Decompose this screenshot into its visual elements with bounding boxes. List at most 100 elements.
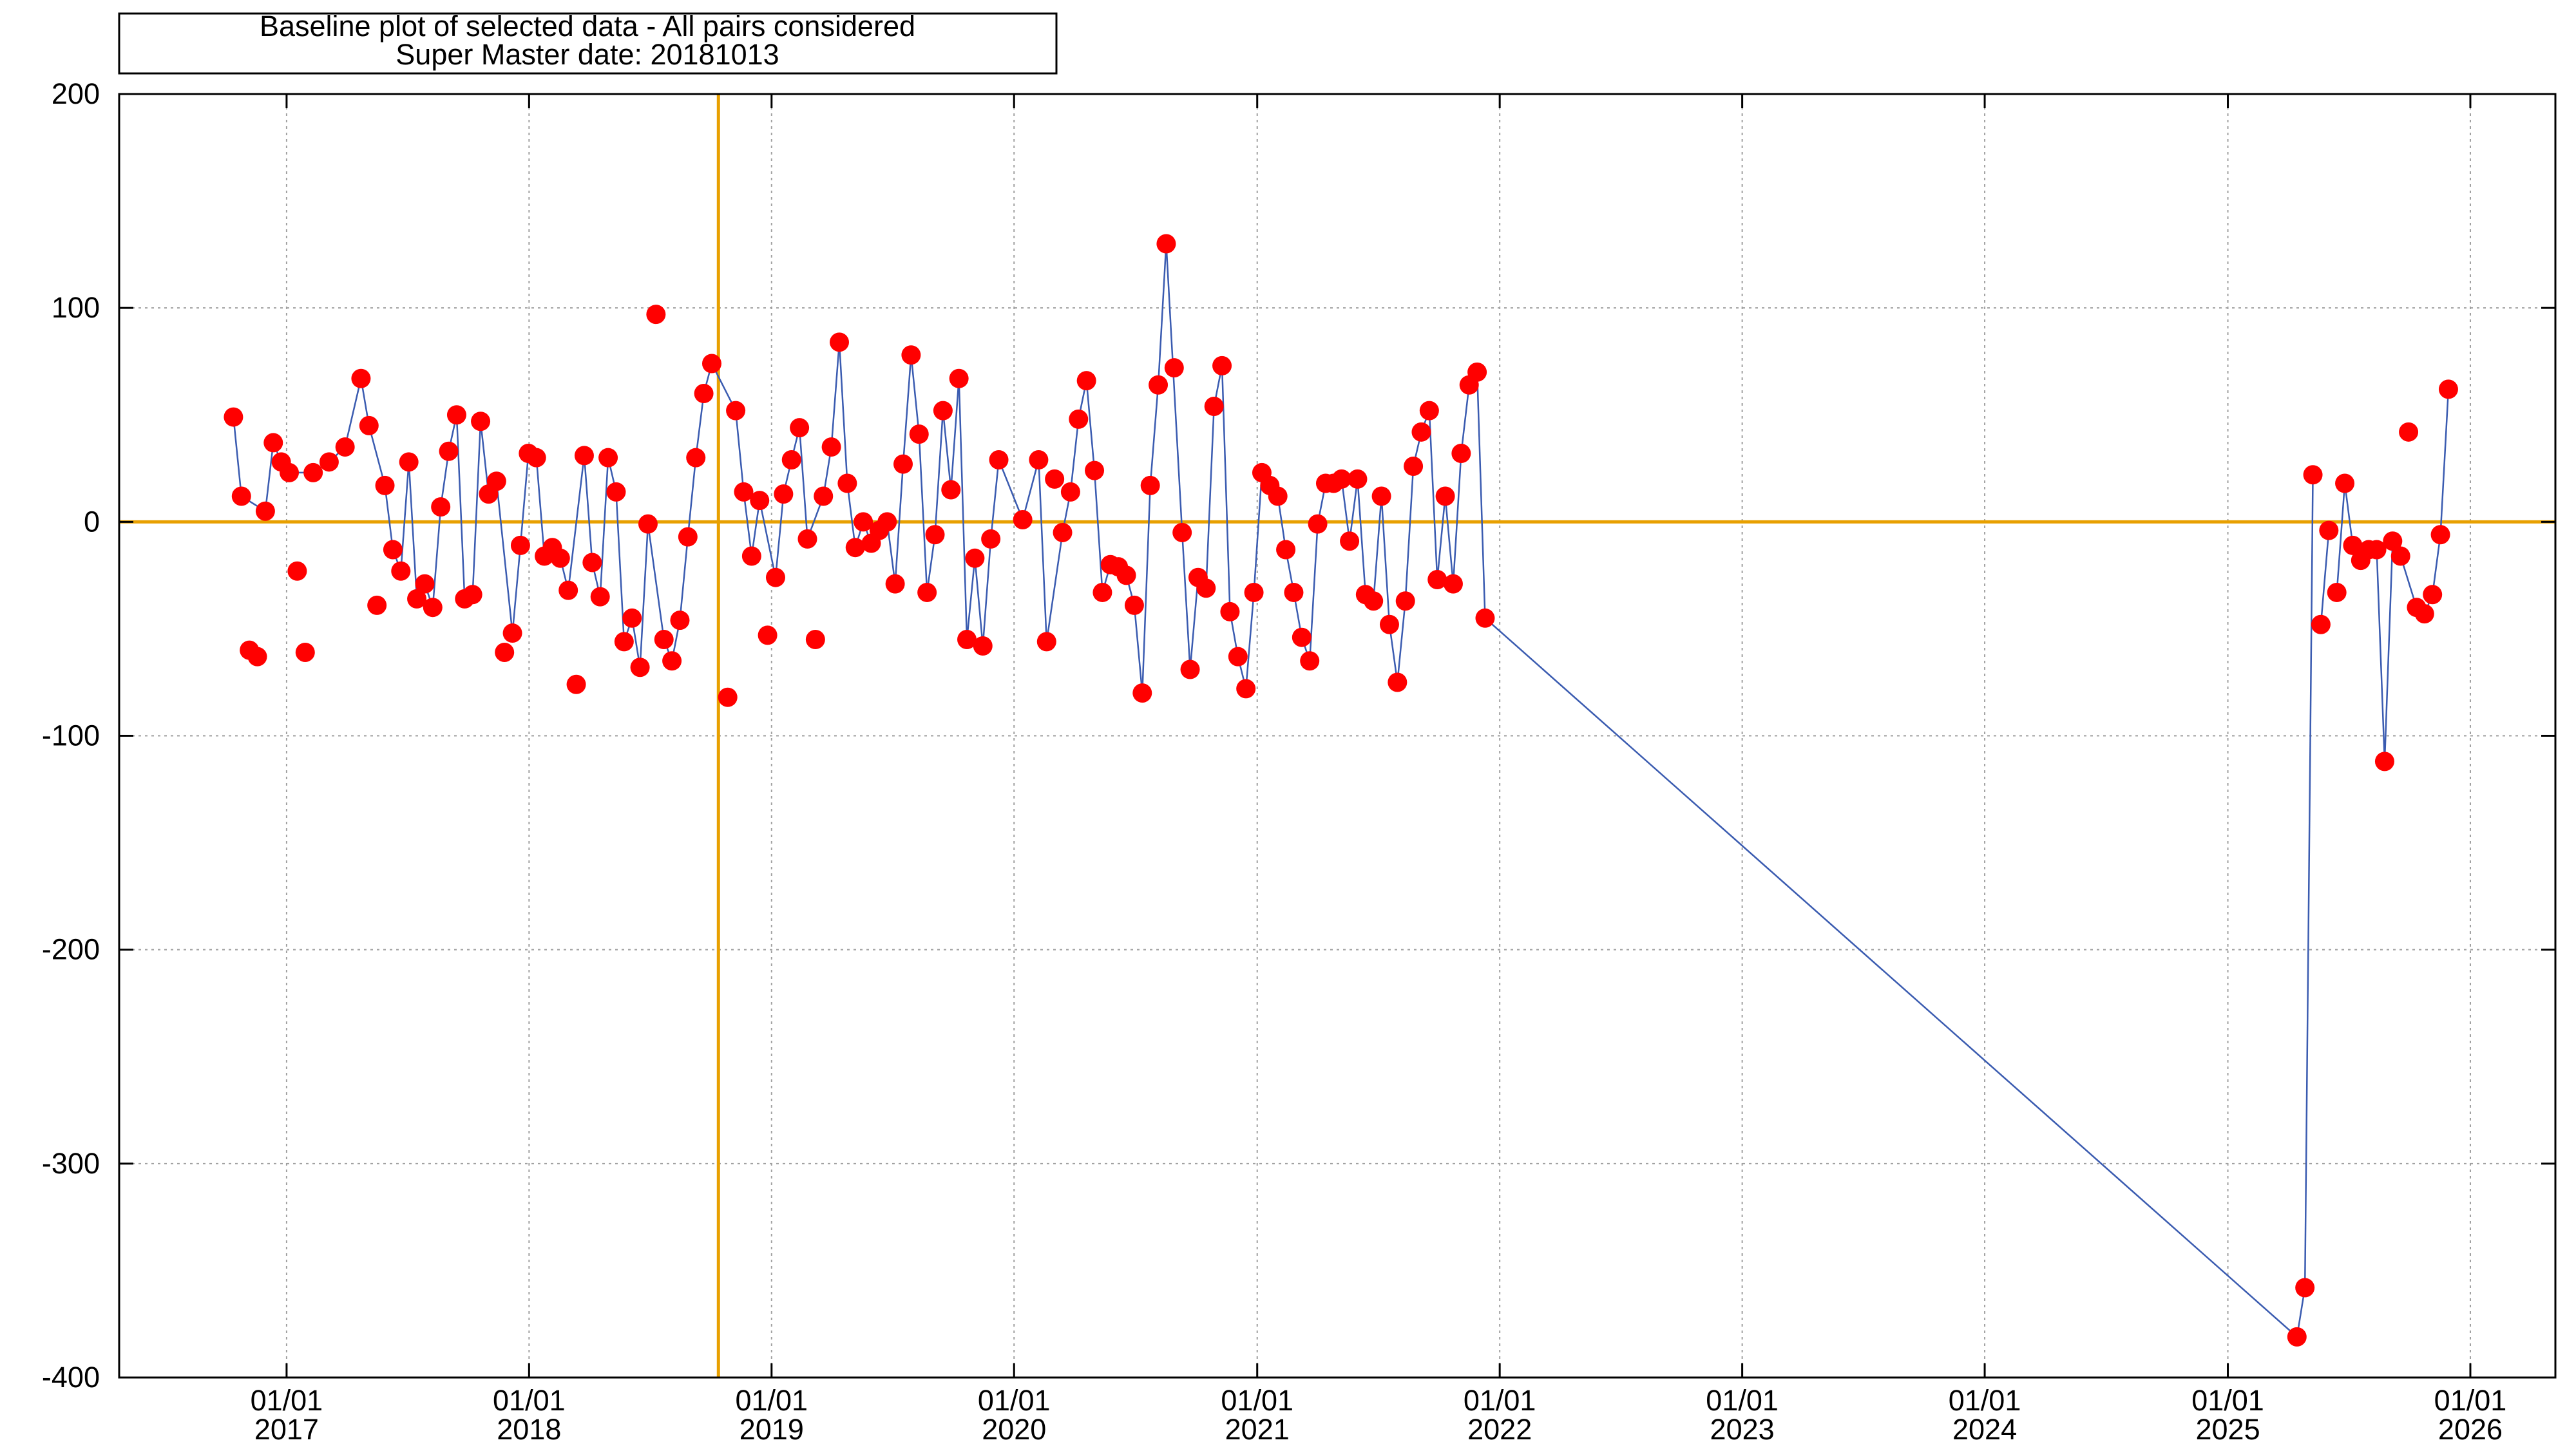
baseline-connection	[926, 535, 935, 593]
acquisition-point	[1116, 565, 1136, 585]
acquisition-point	[2399, 422, 2419, 442]
acquisition-point	[303, 462, 323, 482]
baseline-connection	[950, 379, 959, 490]
x-tick-year: 2020	[982, 1413, 1046, 1446]
baseline-connection	[910, 355, 919, 434]
acquisition-point	[582, 553, 602, 573]
acquisition-point	[1085, 460, 1105, 480]
baseline-connection	[1245, 592, 1254, 689]
x-tick-label: 01/01	[1949, 1384, 2021, 1417]
baseline-connection	[1038, 459, 1046, 641]
baseline-connection	[1085, 380, 1094, 471]
baseline-connection	[1404, 466, 1413, 601]
y-tick-label: -200	[42, 933, 100, 966]
acquisition-point	[1140, 475, 1160, 495]
acquisition-point	[925, 525, 945, 545]
acquisition-point	[718, 687, 738, 707]
baseline-connection	[734, 410, 743, 492]
y-tick-label: -400	[42, 1361, 100, 1394]
acquisition-point	[1180, 659, 1200, 679]
baseline-connection	[2320, 531, 2329, 625]
baseline-connection	[1428, 410, 1437, 580]
acquisition-point	[231, 486, 251, 506]
acquisition-point	[1292, 627, 1312, 647]
acquisition-point	[1300, 651, 1320, 671]
baseline-connection	[511, 545, 520, 634]
acquisition-point	[2343, 535, 2363, 555]
acquisition-point	[550, 548, 570, 568]
baseline-connection	[368, 425, 385, 486]
acquisition-point	[351, 368, 371, 388]
acquisition-point	[287, 561, 307, 581]
baseline-connection	[1460, 385, 1469, 454]
baseline-connection	[2376, 549, 2385, 762]
baseline-connection	[1452, 453, 1461, 584]
baseline-connection	[344, 379, 361, 448]
acquisition-point	[1276, 540, 1296, 560]
acquisition-point	[1029, 450, 1049, 470]
reference-lines	[119, 94, 2555, 1378]
baseline-connection	[989, 460, 998, 540]
y-axis: 200 100 0 -100 -200 -300 -400	[42, 77, 2555, 1394]
acquisition-point	[1244, 582, 1264, 602]
acquisition-point	[989, 450, 1009, 470]
baseline-connection	[2383, 541, 2392, 762]
acquisition-point	[877, 512, 897, 532]
baseline-connection	[1141, 486, 1150, 694]
baseline-connection	[2336, 484, 2345, 593]
acquisition-point	[829, 332, 849, 352]
baseline-connection	[2343, 483, 2352, 545]
x-axis: 01/01201701/01201801/01201901/01202001/0…	[251, 94, 2506, 1446]
acquisition-point	[909, 424, 929, 444]
baseline-connection	[1388, 624, 1397, 683]
acquisition-point	[941, 480, 961, 500]
acquisition-point	[1013, 510, 1033, 530]
acquisition-point	[431, 497, 451, 517]
x-tick-label: 01/01	[1464, 1384, 1536, 1417]
acquisition-point	[526, 448, 546, 468]
baseline-connection	[958, 378, 967, 639]
x-tick-year: 2021	[1225, 1413, 1290, 1446]
acquisition-point	[2327, 582, 2347, 602]
acquisition-point	[1340, 531, 1360, 551]
acquisition-point	[837, 473, 857, 493]
acquisition-point	[1196, 578, 1216, 598]
acquisition-point	[502, 623, 522, 643]
acquisition-point	[614, 632, 634, 652]
acquisition-point	[797, 529, 817, 549]
acquisition-point	[901, 345, 921, 365]
acquisition-point	[2423, 585, 2443, 605]
acquisition-point	[973, 636, 993, 656]
acquisition-point	[1132, 683, 1152, 703]
baseline-connection	[687, 458, 696, 537]
baseline-connection	[2304, 475, 2313, 1288]
acquisition-point	[1371, 486, 1391, 506]
acquisition-point	[383, 540, 403, 560]
acquisition-point	[415, 574, 435, 594]
acquisition-point	[439, 441, 459, 461]
baseline-connection	[902, 355, 911, 464]
acquisition-point	[1172, 522, 1192, 542]
baseline-connection	[1149, 385, 1158, 486]
acquisition-point	[2367, 540, 2387, 560]
baseline-connection	[1181, 532, 1190, 670]
acquisition-point	[1124, 595, 1144, 615]
x-tick-label: 01/01	[251, 1384, 323, 1417]
grid	[119, 94, 2555, 1378]
baseline-connection	[759, 500, 776, 578]
acquisition-point	[734, 482, 754, 502]
acquisition-point	[1069, 409, 1089, 429]
acquisition-point	[1331, 469, 1351, 489]
baseline-connection	[567, 455, 584, 591]
baseline-connection	[743, 491, 751, 556]
acquisition-point	[758, 625, 778, 645]
acquisition-point	[694, 384, 714, 404]
acquisition-point	[662, 651, 682, 671]
acquisition-point	[1060, 482, 1080, 502]
x-tick-label: 01/01	[735, 1384, 808, 1417]
baseline-connection	[408, 462, 417, 599]
acquisition-point	[263, 433, 283, 453]
y-tick-label: 100	[52, 291, 100, 324]
acquisition-point	[1220, 601, 1240, 621]
baseline-connection	[1165, 243, 1182, 533]
